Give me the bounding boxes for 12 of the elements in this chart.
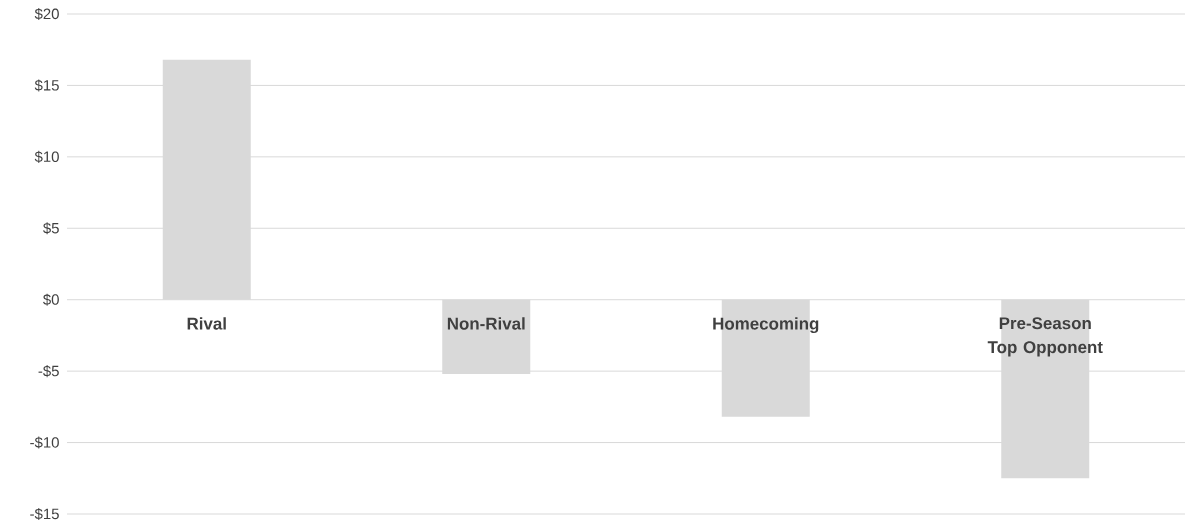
x-tick-label: Pre-Season Top Opponent	[987, 317, 1103, 357]
y-tick-label: -$10	[30, 436, 59, 449]
x-tick-label: Non-Rival	[447, 317, 525, 330]
y-tick-label: -$5	[38, 364, 59, 378]
y-tick-label: -$15	[30, 507, 59, 520]
y-tick-label: $10	[34, 150, 59, 163]
y-tick-label: $0	[43, 293, 59, 306]
y-tick-label: $5	[43, 222, 59, 235]
y-tick-label: $15	[34, 79, 59, 92]
x-tick-label: Rival	[187, 317, 226, 330]
y-tick-label: $20	[34, 7, 59, 20]
x-tick-label: Homecoming	[713, 317, 819, 333]
